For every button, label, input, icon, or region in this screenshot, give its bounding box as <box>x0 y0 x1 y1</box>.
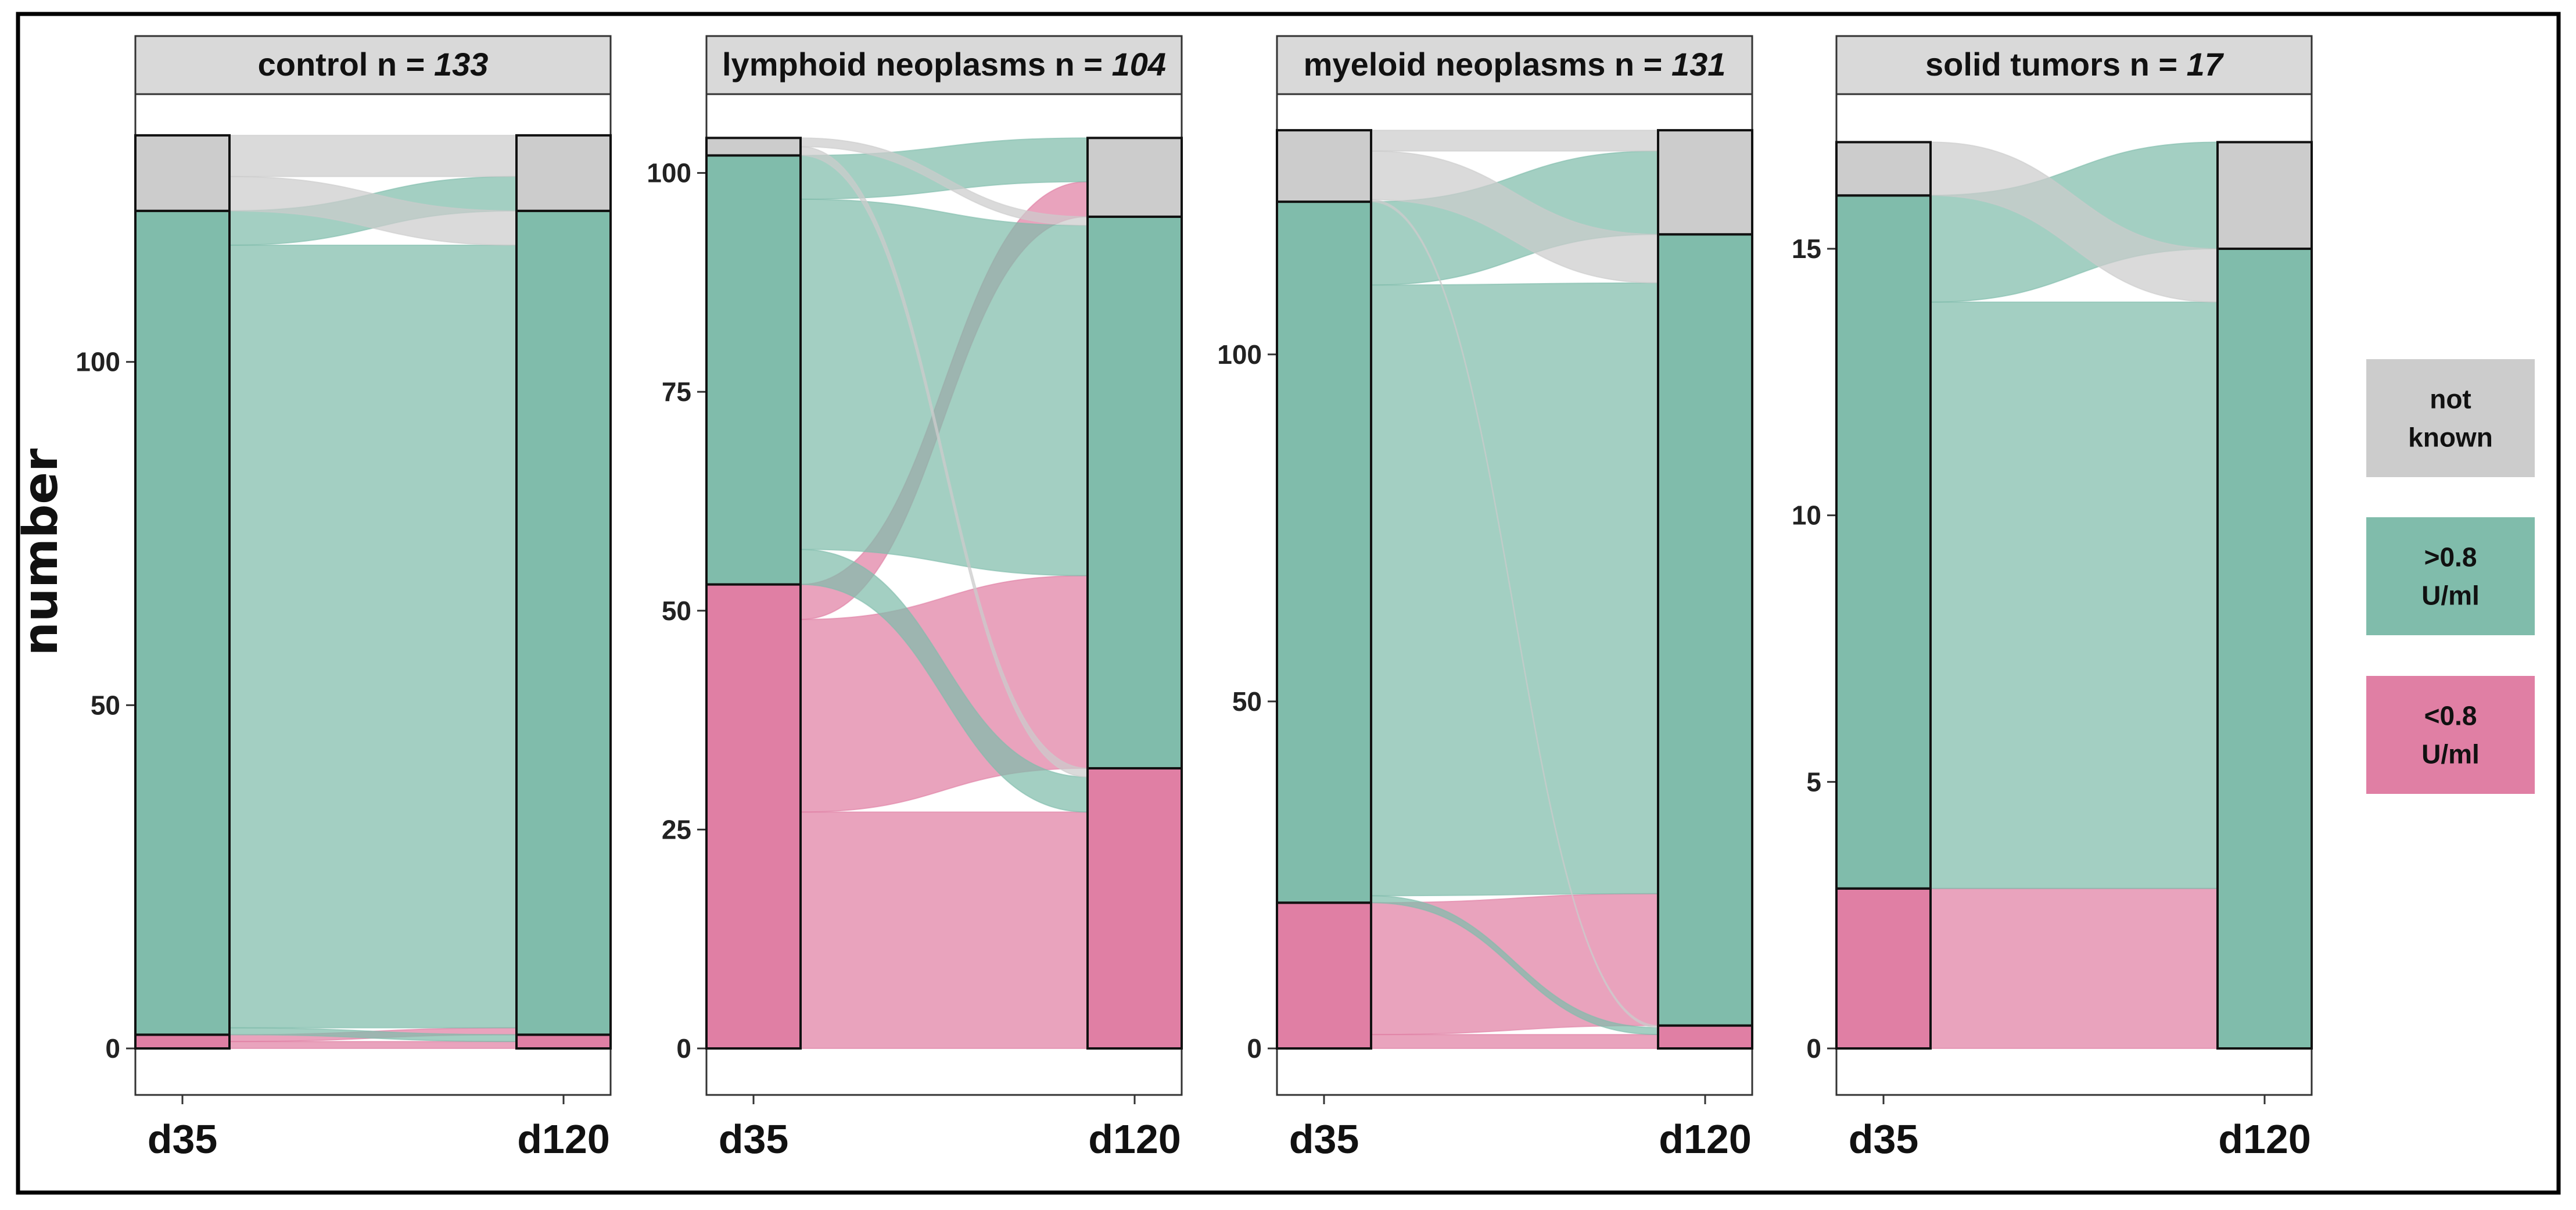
panel-4-xlabel-d120: d120 <box>2218 1116 2311 1162</box>
panel-4-strata <box>1835 141 2313 1050</box>
panel-4-flow-above-08-to-above-08 <box>1930 301 2218 889</box>
panel-1-stratum-d120-above-08 <box>515 209 612 1036</box>
panel-2-xlabel-d35: d35 <box>719 1116 789 1162</box>
panel-1-stratum-d120-not-known <box>515 134 612 212</box>
panel-1-strata <box>134 134 612 1050</box>
panel-3-strip <box>1276 35 1753 95</box>
panel-2-stratum-d120-not-known <box>1086 137 1183 218</box>
panel-4-stratum-d120-not-known <box>2216 141 2313 250</box>
panel-2-title: lymphoid neoplasms n = 104 <box>722 46 1166 83</box>
panel-2-ytick-label-50: 50 <box>662 596 691 626</box>
panel-1-flow-not-known-to-not-known <box>229 134 517 177</box>
panel-2-strata <box>705 137 1183 1050</box>
panel-4-ytick-label-5: 5 <box>1806 767 1821 797</box>
legend-above-08-label-1: >0.8 <box>2424 542 2477 572</box>
panel-3-title: myeloid neoplasms n = 131 <box>1304 46 1726 83</box>
panel-4-flow-below-08-to-above-08 <box>1930 887 2218 1050</box>
panel-3-ytick-label-50: 50 <box>1232 686 1262 717</box>
panel-1-ytick-label-50: 50 <box>91 690 120 720</box>
legend-not-known-swatch <box>2366 359 2535 477</box>
panel-3-flow-below-08-to-below-08 <box>1370 1034 1659 1050</box>
y-axis-title: number <box>13 448 69 656</box>
legend-above-08-swatch <box>2366 517 2535 635</box>
panel-2-strip <box>705 35 1183 95</box>
legend-below-08: <0.8 U/ml <box>2366 676 2535 794</box>
panel-1-flows <box>229 134 517 1050</box>
panel-4-flows <box>1930 141 2218 1050</box>
panel-3-stratum-d35-not-known <box>1276 129 1372 203</box>
panel-2: lymphoid neoplasms n = 104 0 25 50 75 100 d35 d… <box>647 35 1183 1162</box>
panel-4-ytick-label-15: 15 <box>1792 234 1821 264</box>
panel-1-stratum-d120-below-08 <box>515 1033 612 1050</box>
panel-3-flows <box>1370 130 1659 1050</box>
panel-3-xlabel-d120: d120 <box>1659 1116 1752 1162</box>
panel-1-title: control n = 133 <box>258 46 489 83</box>
panel-1-stratum-d35-below-08 <box>134 1033 231 1050</box>
panel-1-ytick-label-100: 100 <box>76 347 120 377</box>
panel-1-strip <box>134 35 612 95</box>
panel-4-stratum-d35-above-08 <box>1835 194 1932 890</box>
panel-3-strata <box>1276 129 1753 1050</box>
panel-2-stratum-d35-above-08 <box>705 154 802 586</box>
panel-1-xlabel-d120: d120 <box>517 1116 610 1162</box>
panel-2-ytick-label-0: 0 <box>676 1033 691 1064</box>
panel-3-ytick-label-0: 0 <box>1247 1033 1262 1064</box>
panel-2-ytick-label-100: 100 <box>647 158 691 188</box>
panel-4-ytick-label-10: 10 <box>1792 500 1821 531</box>
legend-not-known-label-2: known <box>2408 423 2493 453</box>
legend-not-known: not known <box>2366 359 2535 477</box>
legend-above-08-label-2: U/ml <box>2421 581 2480 611</box>
legend-below-08-label-1: <0.8 <box>2424 701 2477 731</box>
panel-4-stratum-d35-not-known <box>1835 141 1932 197</box>
panel-4-strip <box>1835 35 2313 95</box>
legend-below-08-swatch <box>2366 676 2535 794</box>
panel-2-stratum-d35-below-08 <box>705 583 802 1050</box>
panel-2-flow-above-08-to-above-08 <box>800 198 1088 577</box>
panel-2-ytick-label-25: 25 <box>662 814 691 844</box>
panel-2-stratum-d120-below-08 <box>1086 767 1183 1050</box>
panel-1-xlabel-d35: d35 <box>148 1116 218 1162</box>
panel-1-flow-above-08-to-above-08 <box>229 244 517 1029</box>
legend-below-08-label-2: U/ml <box>2421 739 2480 769</box>
panel-2-stratum-d35-not-known <box>705 137 802 157</box>
panel-3: myeloid neoplasms n = 131 0 50 100 d35 d120 <box>1217 35 1753 1162</box>
panel-3-xlabel-d35: d35 <box>1289 1116 1359 1162</box>
panel-3-stratum-d35-above-08 <box>1276 201 1372 904</box>
panel-2-ytick-label-75: 75 <box>662 377 691 407</box>
panel-4-stratum-d120-above-08 <box>2216 248 2313 1050</box>
legend-above-08: >0.8 U/ml <box>2366 517 2535 635</box>
panel-1-ytick-label-0: 0 <box>105 1033 120 1064</box>
panel-4: solid tumors n = 17 0 5 10 15 d35 d120 <box>1792 35 2313 1162</box>
panel-3-flow-not-known-to-not-known <box>1370 130 1659 152</box>
panel-4-ytick-label-0: 0 <box>1806 1033 1821 1064</box>
panel-4-xlabel-d35: d35 <box>1849 1116 1919 1162</box>
panel-1-flow-below-08-to-below-08 <box>229 1041 517 1050</box>
panel-1-stratum-d35-above-08 <box>134 209 231 1036</box>
panel-3-ytick-label-100: 100 <box>1217 339 1262 370</box>
panel-4-stratum-d35-below-08 <box>1835 887 1932 1050</box>
panel-3-stratum-d120-below-08 <box>1657 1024 1753 1050</box>
legend-not-known-label-1: not <box>2430 384 2471 414</box>
panel-3-stratum-d120-above-08 <box>1657 233 1753 1027</box>
panel-1-stratum-d35-not-known <box>134 134 231 212</box>
panel-2-xlabel-d120: d120 <box>1088 1116 1181 1162</box>
panel-2-flow-below-08-to-below-08 <box>800 811 1088 1050</box>
panel-3-stratum-d120-not-known <box>1657 129 1753 236</box>
panel-2-stratum-d120-above-08 <box>1086 215 1183 769</box>
panel-3-stratum-d35-below-08 <box>1276 901 1372 1050</box>
panel-3-flow-above-08-to-above-08 <box>1370 282 1659 897</box>
panel-4-title: solid tumors n = 17 <box>1925 46 2225 83</box>
panel-1: control n = 133 0 50 100 d35 d120 <box>76 35 612 1162</box>
legend: not known >0.8 U/ml <0.8 U/ml <box>2366 359 2535 794</box>
